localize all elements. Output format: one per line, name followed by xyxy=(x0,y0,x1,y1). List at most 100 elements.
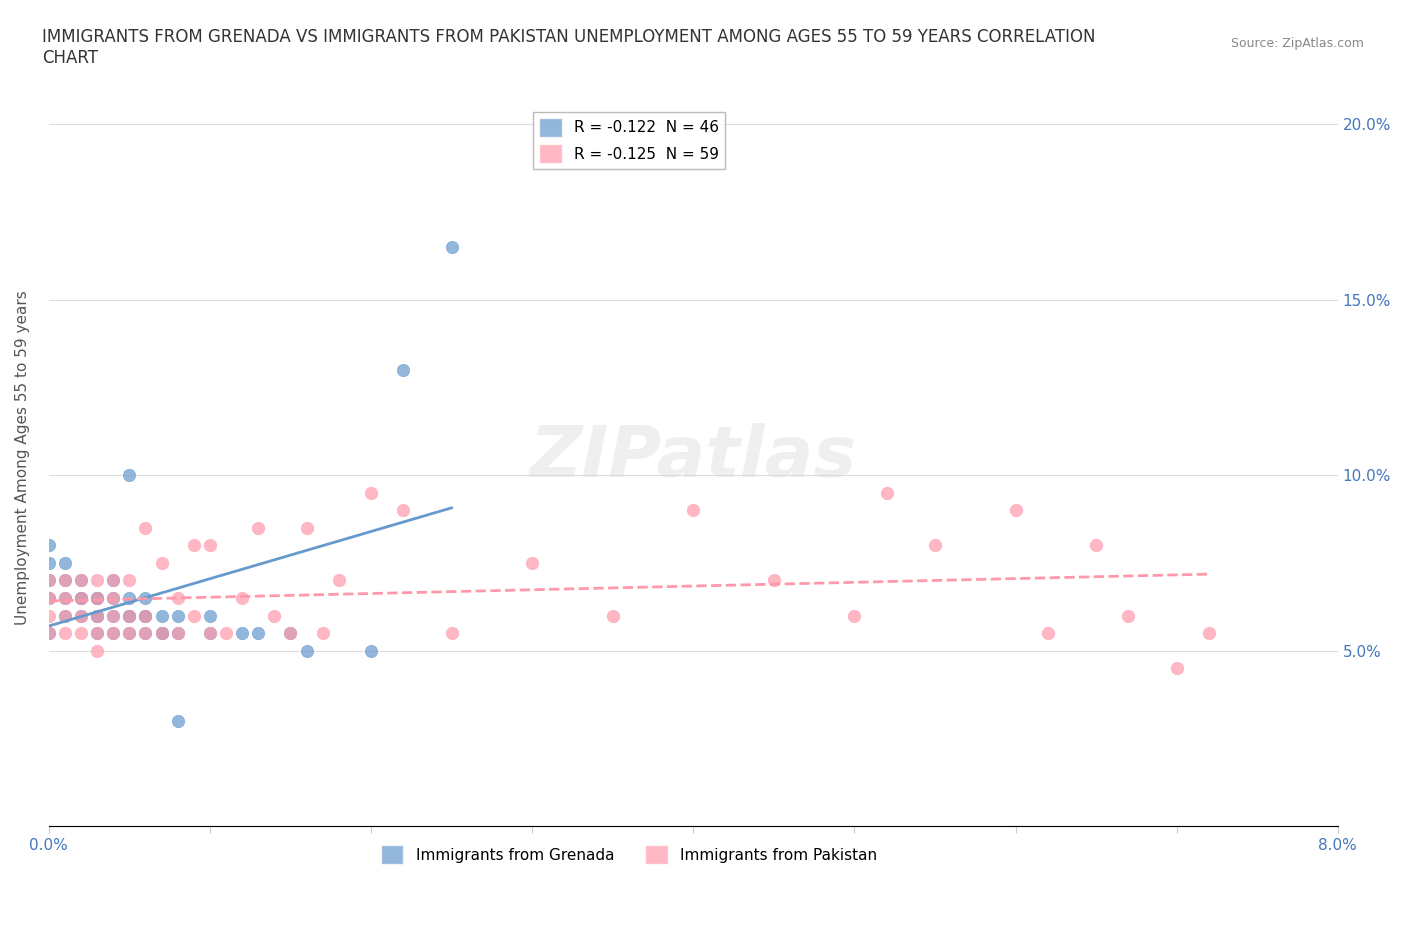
Point xyxy=(53,608,76,623)
Point xyxy=(231,591,253,605)
Point xyxy=(53,573,76,588)
Point xyxy=(103,591,125,605)
Text: Source: ZipAtlas.com: Source: ZipAtlas.com xyxy=(1230,37,1364,50)
Point xyxy=(1166,660,1188,675)
Legend: Immigrants from Grenada, Immigrants from Pakistan: Immigrants from Grenada, Immigrants from… xyxy=(374,839,883,870)
Point xyxy=(103,591,125,605)
Point xyxy=(520,555,543,570)
Point xyxy=(118,468,141,483)
Point xyxy=(1198,626,1220,641)
Point xyxy=(166,608,188,623)
Text: IMMIGRANTS FROM GRENADA VS IMMIGRANTS FROM PAKISTAN UNEMPLOYMENT AMONG AGES 55 T: IMMIGRANTS FROM GRENADA VS IMMIGRANTS FR… xyxy=(42,28,1095,67)
Point xyxy=(150,608,173,623)
Point xyxy=(86,591,108,605)
Point xyxy=(231,626,253,641)
Point xyxy=(70,591,93,605)
Point xyxy=(134,521,156,536)
Point xyxy=(682,503,704,518)
Point xyxy=(86,626,108,641)
Point xyxy=(70,573,93,588)
Point xyxy=(134,608,156,623)
Point xyxy=(118,626,141,641)
Point xyxy=(38,626,60,641)
Point xyxy=(295,644,318,658)
Point xyxy=(311,626,333,641)
Point xyxy=(1004,503,1026,518)
Point xyxy=(38,608,60,623)
Point xyxy=(280,626,302,641)
Point xyxy=(392,363,415,378)
Point xyxy=(70,573,93,588)
Point xyxy=(166,713,188,728)
Point xyxy=(166,626,188,641)
Point xyxy=(183,538,205,552)
Point xyxy=(360,644,382,658)
Y-axis label: Unemployment Among Ages 55 to 59 years: Unemployment Among Ages 55 to 59 years xyxy=(15,290,30,625)
Point xyxy=(70,591,93,605)
Point xyxy=(134,591,156,605)
Point xyxy=(440,626,463,641)
Point xyxy=(198,626,221,641)
Point xyxy=(70,608,93,623)
Point xyxy=(247,521,270,536)
Point xyxy=(38,626,60,641)
Point xyxy=(602,608,624,623)
Point xyxy=(38,573,60,588)
Point xyxy=(118,573,141,588)
Point xyxy=(103,573,125,588)
Point xyxy=(134,608,156,623)
Point xyxy=(295,521,318,536)
Point xyxy=(70,591,93,605)
Point xyxy=(134,626,156,641)
Point xyxy=(150,626,173,641)
Point xyxy=(440,240,463,255)
Point xyxy=(1036,626,1059,641)
Point xyxy=(53,555,76,570)
Point xyxy=(38,591,60,605)
Point xyxy=(86,626,108,641)
Point xyxy=(38,538,60,552)
Point xyxy=(103,626,125,641)
Point xyxy=(118,608,141,623)
Point xyxy=(86,608,108,623)
Point xyxy=(360,485,382,500)
Point xyxy=(70,608,93,623)
Point xyxy=(844,608,866,623)
Point xyxy=(166,591,188,605)
Point xyxy=(86,591,108,605)
Point xyxy=(53,573,76,588)
Point xyxy=(53,591,76,605)
Point xyxy=(86,573,108,588)
Point xyxy=(118,608,141,623)
Point xyxy=(118,591,141,605)
Point xyxy=(118,626,141,641)
Point xyxy=(70,626,93,641)
Point xyxy=(876,485,898,500)
Point xyxy=(150,626,173,641)
Point xyxy=(198,626,221,641)
Point xyxy=(198,538,221,552)
Point xyxy=(86,608,108,623)
Point xyxy=(134,626,156,641)
Point xyxy=(1116,608,1139,623)
Point xyxy=(103,608,125,623)
Point xyxy=(280,626,302,641)
Point xyxy=(762,573,785,588)
Point xyxy=(198,608,221,623)
Point xyxy=(215,626,238,641)
Point xyxy=(86,591,108,605)
Point xyxy=(103,608,125,623)
Point xyxy=(118,608,141,623)
Point xyxy=(38,573,60,588)
Point xyxy=(134,608,156,623)
Point xyxy=(53,591,76,605)
Point xyxy=(166,626,188,641)
Point xyxy=(150,555,173,570)
Point xyxy=(53,608,76,623)
Point xyxy=(86,608,108,623)
Text: ZIPatlas: ZIPatlas xyxy=(530,423,856,492)
Point xyxy=(263,608,285,623)
Point xyxy=(103,626,125,641)
Point xyxy=(103,573,125,588)
Point xyxy=(150,626,173,641)
